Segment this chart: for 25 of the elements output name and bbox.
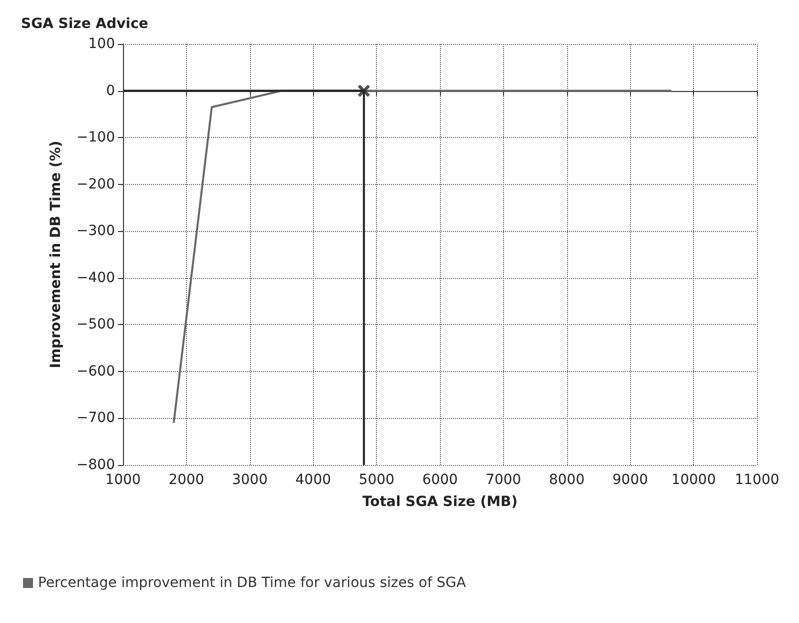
x-tick-label: 6000 bbox=[422, 472, 458, 488]
x-tick-label: 7000 bbox=[486, 472, 522, 488]
y-tick-label: −200 bbox=[76, 176, 115, 192]
x-tick-label: 4000 bbox=[295, 472, 332, 488]
y-tick-label: −700 bbox=[76, 410, 115, 426]
y-tick-label: −400 bbox=[76, 270, 115, 286]
y-tick-label: −300 bbox=[76, 223, 115, 240]
y-tick-label: −100 bbox=[76, 130, 115, 146]
y-tick-label: 0 bbox=[106, 82, 115, 99]
x-axis-title: Total SGA Size (MB) bbox=[362, 494, 518, 510]
chart-title: SGA Size Advice bbox=[21, 16, 148, 32]
x-tick-label: 8000 bbox=[548, 472, 585, 488]
y-tick-label: 100 bbox=[88, 36, 115, 52]
legend-label: Percentage improvement in DB Time for various sizes of SGA bbox=[38, 575, 466, 591]
x-tick-label: 10000 bbox=[671, 472, 716, 488]
y-tick-label: −500 bbox=[76, 316, 115, 333]
y-tick-label: −600 bbox=[76, 363, 115, 380]
x-tick-label: 1000 bbox=[105, 472, 141, 488]
x-tick-label: 2000 bbox=[168, 472, 204, 488]
x-tick-label: 9000 bbox=[612, 472, 648, 488]
x-tick-label: 3000 bbox=[232, 472, 268, 488]
x-tick-label: 5000 bbox=[358, 472, 394, 488]
x-tick-label: 11000 bbox=[734, 472, 780, 488]
y-tick-label: −800 bbox=[76, 457, 115, 473]
y-axis-title: Improvement in DB Time (%) bbox=[48, 140, 64, 368]
